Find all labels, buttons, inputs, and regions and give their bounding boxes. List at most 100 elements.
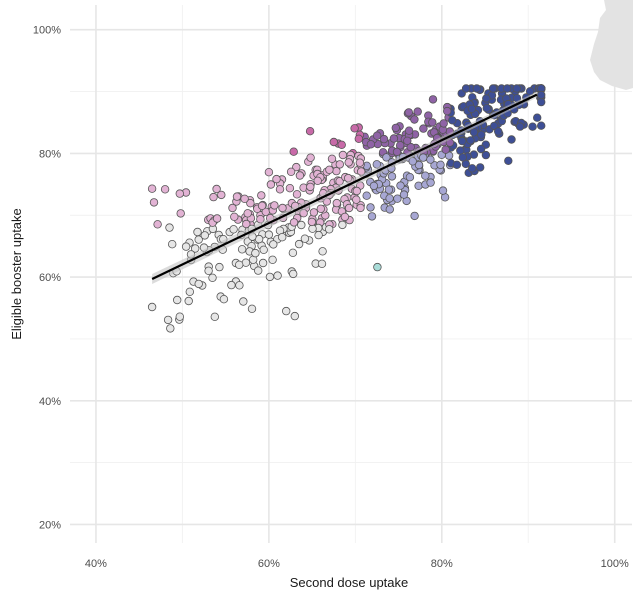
data-point: [208, 273, 217, 282]
data-point: [234, 260, 244, 269]
data-point: [476, 144, 486, 154]
data-point: [219, 295, 229, 304]
data-point: [294, 239, 304, 249]
data-point: [269, 240, 278, 249]
data-point: [259, 245, 268, 254]
data-point: [181, 242, 191, 251]
data-point: [265, 272, 275, 282]
data-point: [355, 158, 365, 167]
data-point: [278, 203, 287, 213]
data-point: [306, 153, 315, 162]
data-point: [290, 311, 299, 321]
data-point: [515, 122, 525, 131]
data-point: [273, 271, 282, 280]
data-point: [285, 183, 295, 193]
data-point: [488, 84, 498, 93]
data-point: [297, 220, 306, 230]
data-point: [404, 126, 414, 135]
data-point: [438, 186, 448, 195]
data-point: [167, 239, 177, 249]
data-point: [490, 121, 499, 131]
x-axis-title: Second dose uptake: [290, 575, 409, 590]
data-point: [472, 84, 481, 93]
data-point: [507, 135, 516, 144]
data-point: [344, 158, 353, 167]
data-point: [537, 90, 546, 100]
data-point: [481, 150, 491, 160]
data-point: [288, 248, 298, 257]
data-point: [316, 204, 325, 213]
data-point: [512, 84, 521, 93]
data-point: [337, 140, 346, 149]
data-point: [385, 194, 394, 203]
data-point: [258, 258, 268, 268]
map-inset-shape: [590, 0, 633, 90]
data-point: [153, 220, 162, 229]
data-point: [461, 84, 471, 93]
data-point: [292, 190, 302, 199]
data-point: [289, 147, 298, 156]
trend-line: [151, 93, 538, 280]
data-point: [305, 126, 315, 136]
data-point: [419, 124, 428, 133]
data-point: [382, 153, 391, 162]
y-axis-title: Eligible booster uptake: [9, 208, 24, 340]
data-point: [200, 231, 209, 240]
data-point: [268, 255, 277, 264]
data-point: [266, 180, 276, 189]
data-point: [176, 209, 185, 218]
data-point: [421, 171, 430, 180]
data-point: [257, 191, 266, 200]
data-point: [436, 160, 445, 169]
data-point: [366, 203, 375, 212]
data-point: [217, 190, 226, 200]
x-tick-label: 100%: [601, 558, 629, 570]
data-point: [503, 84, 512, 93]
data-point: [243, 209, 252, 218]
data-point: [175, 189, 184, 198]
data-point: [458, 153, 467, 162]
data-point: [352, 195, 361, 204]
data-point: [175, 312, 184, 321]
data-point: [251, 248, 260, 258]
data-point: [165, 223, 174, 232]
data-point: [228, 203, 237, 213]
data-point: [246, 198, 255, 208]
data-point: [194, 235, 203, 244]
data-point: [404, 108, 413, 117]
data-point: [389, 134, 399, 143]
data-point: [396, 181, 405, 190]
data-point: [476, 163, 485, 172]
data-point: [257, 201, 267, 210]
data-point: [193, 227, 202, 237]
data-point: [335, 160, 344, 169]
data-point: [332, 198, 341, 208]
data-point: [413, 107, 422, 116]
data-point: [362, 191, 371, 200]
data-point: [373, 262, 382, 272]
data-point: [356, 203, 365, 213]
data-point: [190, 244, 200, 253]
data-point: [419, 153, 428, 162]
data-point: [163, 315, 173, 325]
data-point: [384, 185, 394, 194]
data-point: [405, 172, 415, 182]
data-point: [372, 131, 382, 140]
y-tick-label: 20%: [39, 519, 61, 531]
y-tick-label: 100%: [33, 25, 61, 37]
data-point: [393, 194, 402, 203]
data-points: [147, 84, 546, 333]
data-point: [367, 212, 377, 221]
data-point: [338, 150, 348, 160]
data-point: [448, 116, 457, 125]
data-point: [229, 225, 238, 234]
data-point: [399, 190, 409, 199]
y-tick-label: 40%: [39, 396, 61, 408]
data-point: [410, 115, 419, 124]
data-point: [494, 127, 503, 136]
data-point: [318, 247, 327, 256]
grid: [70, 5, 632, 543]
data-point: [247, 304, 257, 313]
